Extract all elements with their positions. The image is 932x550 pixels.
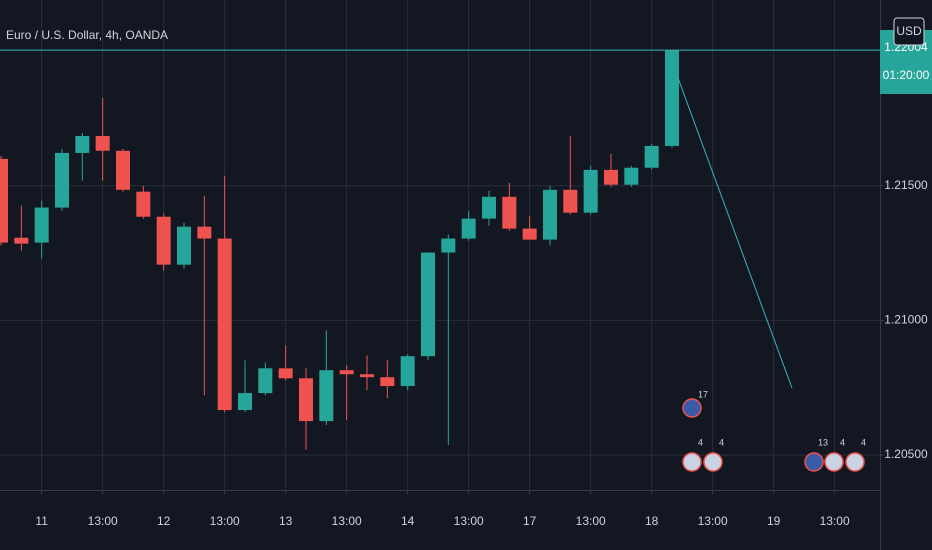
event-marker: 4 — [682, 437, 703, 472]
candle-body — [278, 368, 293, 379]
x-tick-label: 18 — [645, 514, 659, 528]
chart-title: Euro / U.S. Dollar, 4h, OANDA — [6, 28, 168, 42]
candle-body — [54, 152, 69, 208]
candle-body — [14, 237, 29, 244]
x-tick-label: 17 — [523, 514, 537, 528]
x-tick-label: 12 — [157, 514, 171, 528]
candle-body — [95, 135, 110, 151]
event-marker: 13 — [804, 437, 828, 472]
event-count: 13 — [818, 437, 828, 447]
candle-body — [502, 196, 517, 229]
candle-body — [441, 238, 456, 253]
y-tick-label: 1.21000 — [884, 313, 928, 327]
candle-body — [197, 226, 212, 239]
y-tick-label: 1.21500 — [884, 178, 928, 192]
candle-body — [136, 191, 151, 217]
candle-body — [644, 145, 659, 168]
candle-body — [217, 238, 232, 411]
x-tick-label: 13:00 — [88, 514, 118, 528]
event-count: 17 — [698, 389, 708, 399]
event-count: 4 — [840, 437, 845, 447]
candle-body — [258, 368, 273, 394]
candle-body — [583, 169, 598, 213]
x-tick-label: 14 — [401, 514, 415, 528]
candle-body — [624, 167, 639, 185]
candle-body — [319, 370, 334, 422]
grid — [0, 0, 880, 490]
x-tick-label: 13:00 — [332, 514, 362, 528]
candle-body — [603, 169, 618, 185]
candle-body — [339, 370, 354, 375]
candle-body — [298, 378, 313, 422]
candle-body — [156, 216, 171, 265]
event-count: 4 — [698, 437, 703, 447]
x-tick-label: 19 — [767, 514, 781, 528]
candle-body — [664, 50, 679, 146]
candle-body — [380, 377, 395, 387]
axes: 1.20500 1.21000 1.21500 11 13:00 12 13:00 13 13:… — [35, 178, 928, 528]
event-marker: 4 — [824, 437, 845, 472]
candle-body — [237, 393, 252, 411]
currency-button-label[interactable]: USD — [896, 24, 922, 38]
candle-body — [400, 356, 415, 387]
event-count: 4 — [719, 437, 724, 447]
candle-body — [75, 135, 90, 153]
y-tick-label: 1.20500 — [884, 447, 928, 461]
candle-body — [0, 158, 8, 243]
event-marker: 4 — [845, 437, 866, 472]
events: 17 4 4 13 4 4 — [682, 389, 866, 472]
candle-body — [176, 226, 191, 265]
x-tick-label: 13:00 — [210, 514, 240, 528]
countdown: 01:20:00 — [883, 68, 930, 82]
event-marker: 4 — [703, 437, 724, 472]
event-count: 4 — [861, 437, 866, 447]
candle-body — [481, 196, 496, 219]
candle-body — [522, 228, 537, 240]
event-marker: 17 — [682, 389, 708, 418]
x-tick-label: 13 — [279, 514, 293, 528]
candle-body — [115, 150, 130, 190]
candle-body — [34, 207, 49, 243]
candle-body — [563, 189, 578, 213]
x-tick-label: 11 — [35, 514, 48, 528]
x-tick-label: 13:00 — [698, 514, 728, 528]
candle-body — [542, 189, 557, 240]
candle-body — [359, 374, 374, 378]
candle-body — [420, 252, 435, 357]
currency-button[interactable] — [893, 17, 925, 46]
candles — [0, 49, 880, 450]
x-tick-label: 13:00 — [576, 514, 606, 528]
x-tick-label: 13:00 — [820, 514, 850, 528]
candle-body — [461, 218, 476, 239]
trend-line — [677, 77, 793, 389]
x-tick-label: 13:00 — [454, 514, 484, 528]
